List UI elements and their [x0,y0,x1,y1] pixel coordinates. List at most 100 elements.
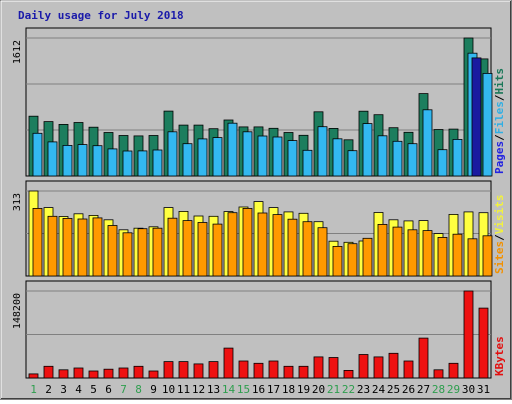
bar-files-day-1 [32,132,43,177]
bar-files-day-4 [77,144,88,177]
bar-files-day-13 [212,137,223,177]
bar-sites-day-14 [227,212,238,277]
legend-hits: Hits [493,68,506,95]
x-label-day-6: 6 [105,383,112,396]
x-axis-day-labels: 1 2 3 4 5 6 7 8 9 10 11 12 13 14 15 16 17 18 19 20 21 22 23 24 2… [30,383,490,396]
bar-kbytes-day-20 [313,356,324,379]
bar-kbytes-day-18 [283,365,294,379]
x-label-day-27: 27 [417,383,430,396]
bar-files-day-10 [167,131,178,177]
bar-sites-day-7 [122,232,133,277]
bar-files-day-17 [272,136,283,177]
bar-sites-day-30 [467,238,478,277]
x-label-day-9: 9 [150,383,157,396]
bar-kbytes-day-26 [403,360,414,379]
bar-kbytes-day-1 [28,373,39,379]
panel-3-ytick-label: 148200 [12,293,23,329]
bar-kbytes-day-10 [163,361,174,379]
x-label-day-8: 8 [135,383,142,396]
bar-kbytes-day-5 [88,370,99,379]
bar-kbytes-day-29 [448,362,459,379]
bar-sites-day-24 [377,223,388,277]
bar-pages-day-30 [471,57,482,177]
legend-files: Files [493,101,506,134]
legend-pages: Pages [493,141,506,174]
bar-files-day-11 [182,143,193,177]
panel-1-legend: Pages/Files/Hits [493,68,506,174]
bar-files-day-18 [287,140,298,177]
bar-kbytes-day-8 [133,365,144,379]
chart-title: Daily usage for July 2018 [18,9,184,22]
x-label-day-21: 21 [327,383,340,396]
bar-sites-day-19 [302,221,313,277]
bar-files-day-15 [242,131,253,177]
bar-sites-day-26 [407,229,418,277]
bar-kbytes-day-19 [298,365,309,379]
x-label-day-31: 31 [477,383,490,396]
x-label-day-23: 23 [357,383,370,396]
bar-kbytes-day-13 [208,361,219,379]
panel-2: 313 Sites/Visits [12,180,506,277]
bar-files-day-24 [377,135,388,177]
x-label-day-4: 4 [75,383,82,396]
legend-separator: / [493,134,506,141]
bar-sites-day-1 [32,207,43,277]
bar-sites-day-31 [482,235,493,277]
x-label-day-10: 10 [162,383,175,396]
bar-kbytes-day-3 [58,369,69,379]
bar-sites-day-12 [197,222,208,277]
bar-files-day-8 [137,150,148,177]
bar-sites-day-11 [182,220,193,277]
bar-kbytes-day-6 [103,368,114,379]
bar-kbytes-day-30 [463,290,474,379]
bar-sites-day-25 [392,226,403,277]
bar-files-day-29 [452,138,463,177]
bar-sites-day-3 [62,217,73,277]
x-label-day-16: 16 [252,383,265,396]
bar-files-day-31 [482,73,493,177]
bar-files-day-21 [332,138,343,177]
bar-kbytes-day-21 [328,357,339,379]
x-label-day-24: 24 [372,383,386,396]
bar-kbytes-day-27 [418,337,429,379]
bar-kbytes-day-22 [343,369,354,379]
bar-kbytes-day-15 [238,360,249,379]
bar-files-day-5 [92,145,103,177]
x-label-day-15: 15 [237,383,250,396]
bar-files-day-28 [437,149,448,177]
bar-sites-day-2 [47,215,58,277]
bar-kbytes-day-11 [178,361,189,379]
bar-sites-day-5 [92,217,103,277]
x-label-day-19: 19 [297,383,310,396]
bar-sites-day-29 [452,233,463,277]
x-label-day-11: 11 [177,383,190,396]
x-label-day-18: 18 [282,383,295,396]
bar-sites-day-18 [287,218,298,277]
x-label-day-2: 2 [45,383,52,396]
bar-sites-day-22 [347,243,358,277]
bar-kbytes-day-2 [43,365,54,379]
x-label-day-20: 20 [312,383,325,396]
bar-files-day-23 [362,123,373,177]
bar-sites-day-10 [167,217,178,277]
legend-separator: / [493,94,506,101]
bar-files-day-25 [392,140,403,177]
bar-files-day-6 [107,148,118,177]
x-label-day-1: 1 [30,383,37,396]
bar-kbytes-day-17 [268,360,279,379]
bar-files-day-12 [197,138,208,177]
bar-sites-day-23 [362,237,373,277]
bar-files-day-3 [62,144,73,177]
x-label-day-14: 14 [222,383,236,396]
x-label-day-17: 17 [267,383,280,396]
bar-kbytes-day-24 [373,356,384,379]
bar-sites-day-6 [107,225,118,277]
bar-kbytes-day-7 [118,367,129,379]
legend-sites: Sites [493,241,506,274]
x-label-day-28: 28 [432,383,445,396]
x-label-day-12: 12 [192,383,205,396]
bar-sites-day-9 [152,227,163,277]
bar-sites-day-13 [212,223,223,277]
